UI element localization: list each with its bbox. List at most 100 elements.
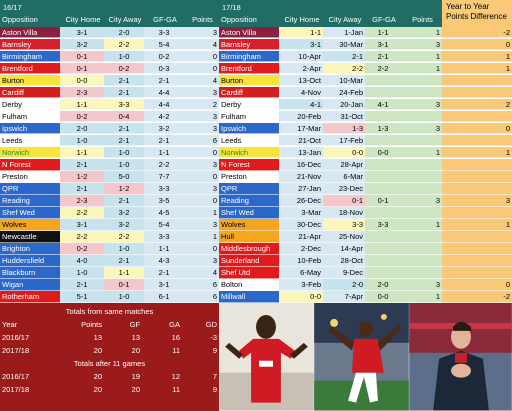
right-row-team: Aston Villa [219, 27, 279, 39]
left-row-gf-ga: 4-2 [144, 111, 184, 123]
right-row-points-difference: 2 [442, 99, 512, 111]
left-row-points: 3 [184, 255, 219, 267]
right-row-team: Derby [219, 99, 279, 111]
left-row-team: Birmingham [0, 51, 60, 63]
right-row-gf-ga: 0-1 [365, 195, 401, 207]
totals-header-gd: GD [205, 320, 217, 330]
right-row-city-home: 21-Apr [279, 231, 323, 243]
totals-same-ga: 11 [172, 346, 180, 356]
right-row-gf-ga: 2-1 [365, 51, 401, 63]
left-row-gf-ga: 2-1 [144, 75, 184, 87]
right-row-city-home: 21-Oct [279, 135, 323, 147]
totals-header-gf: GF [129, 320, 140, 330]
right-row-points-difference: -2 [442, 291, 512, 303]
right-row-team: Norwich [219, 147, 279, 159]
right-row-points-difference [442, 87, 512, 99]
left-row-team: Cardiff [0, 87, 60, 99]
totals-same-gd: 9 [212, 346, 217, 356]
right-row-city-away: 28-Apr [323, 159, 365, 171]
totals-same-points: 20 [93, 346, 102, 356]
right-row-city-away: 25-Nov [323, 231, 365, 243]
left-row-gf-ga: 4-5 [144, 207, 184, 219]
right-row-city-away: 10-Mar [323, 75, 365, 87]
right-row-gf-ga [365, 255, 401, 267]
right-row-team: Wolves [219, 219, 279, 231]
left-row-city-away: 2-2 [104, 231, 144, 243]
left-row-city-away: 2-1 [104, 195, 144, 207]
left-row-points: 6 [184, 291, 219, 303]
manager-clapping-photo [409, 303, 512, 411]
right-row-points-difference: -2 [442, 27, 512, 39]
left-row-points: 4 [184, 39, 219, 51]
left-row-city-home: 3-2 [60, 39, 104, 51]
left-row-points: 3 [184, 123, 219, 135]
totals-after-gf: 19 [131, 372, 140, 382]
right-row-city-home: 4-Nov [279, 87, 323, 99]
left-row-city-away: 2-2 [104, 39, 144, 51]
left-row-city-home: 2-1 [60, 159, 104, 171]
left-row-points: 0 [184, 243, 219, 255]
right-row-city-home: 13-Oct [279, 75, 323, 87]
left-row-gf-ga: 2-1 [144, 135, 184, 147]
left-row-city-home: 2-3 [60, 195, 104, 207]
left-row-points: 3 [184, 219, 219, 231]
left-row-team: Derby [0, 99, 60, 111]
left-row-team: Ipswich [0, 123, 60, 135]
left-row-points: 3 [184, 183, 219, 195]
totals-after-year: 2017/18 [2, 385, 30, 395]
right-col-header-gf-ga: GF-GA [372, 15, 396, 24]
left-row-gf-ga: 0-2 [144, 51, 184, 63]
totals-same-gf: 13 [131, 333, 140, 343]
player-celebrating-photo [219, 303, 314, 411]
totals-after-points: 20 [93, 372, 102, 382]
left-col-header-city-home: City Home [65, 15, 101, 24]
right-row-city-away: 24-Feb [323, 87, 365, 99]
totals-after-gd: 9 [212, 385, 217, 395]
left-row-city-home: 1-1 [60, 99, 104, 111]
right-row-city-away: 0-1 [323, 195, 365, 207]
right-row-gf-ga [365, 243, 401, 255]
right-row-team: N Forest [219, 159, 279, 171]
totals-same-title: Totals from same matches [65, 307, 154, 317]
right-row-points-difference: 1 [442, 147, 512, 159]
right-row-team: Cardiff [219, 87, 279, 99]
totals-same-gf: 20 [131, 346, 140, 356]
totals-after-title: Totals after 11 games [73, 359, 146, 369]
left-col-header-city-away: City Away [108, 15, 142, 24]
right-row-gf-ga [365, 159, 401, 171]
totals-panel [0, 303, 219, 411]
right-row-city-away: 2-0 [323, 279, 365, 291]
totals-header-year: Year [2, 320, 18, 330]
right-row-gf-ga: 0-0 [365, 147, 401, 159]
totals-header-points: Points [81, 320, 102, 330]
left-row-city-home: 1-0 [60, 267, 104, 279]
left-row-city-home: 4-0 [60, 255, 104, 267]
right-row-gf-ga [365, 231, 401, 243]
right-row-city-home: 6-May [279, 267, 323, 279]
right-row-points: 1 [401, 219, 442, 231]
left-row-team: Brentford [0, 63, 60, 75]
right-row-city-away: 30-Mar [323, 39, 365, 51]
right-row-city-home: 3-Feb [279, 279, 323, 291]
right-row-gf-ga: 4-1 [365, 99, 401, 111]
right-row-points: 1 [401, 51, 442, 63]
left-row-city-away: 0-4 [104, 111, 144, 123]
right-row-points [401, 255, 442, 267]
col-header-points-difference: Year to Year Points Difference [446, 2, 507, 21]
right-row-points [401, 207, 442, 219]
left-row-gf-ga: 5-4 [144, 39, 184, 51]
right-row-points-difference [442, 75, 512, 87]
right-row-city-home: 1-1 [279, 27, 323, 39]
left-row-city-away: 1-0 [104, 291, 144, 303]
right-row-gf-ga [365, 207, 401, 219]
left-col-header-points: Points [192, 15, 213, 24]
right-row-points: 3 [401, 99, 442, 111]
right-row-city-away: 2-2 [323, 63, 365, 75]
right-row-city-home: 3-1 [279, 39, 323, 51]
right-row-team: Shef Wed [219, 207, 279, 219]
left-row-team: Huddersfield [0, 255, 60, 267]
left-row-city-away: 5-0 [104, 171, 144, 183]
left-row-city-home: 0-2 [60, 243, 104, 255]
left-row-gf-ga: 1-1 [144, 243, 184, 255]
right-row-team: Ipswich [219, 123, 279, 135]
